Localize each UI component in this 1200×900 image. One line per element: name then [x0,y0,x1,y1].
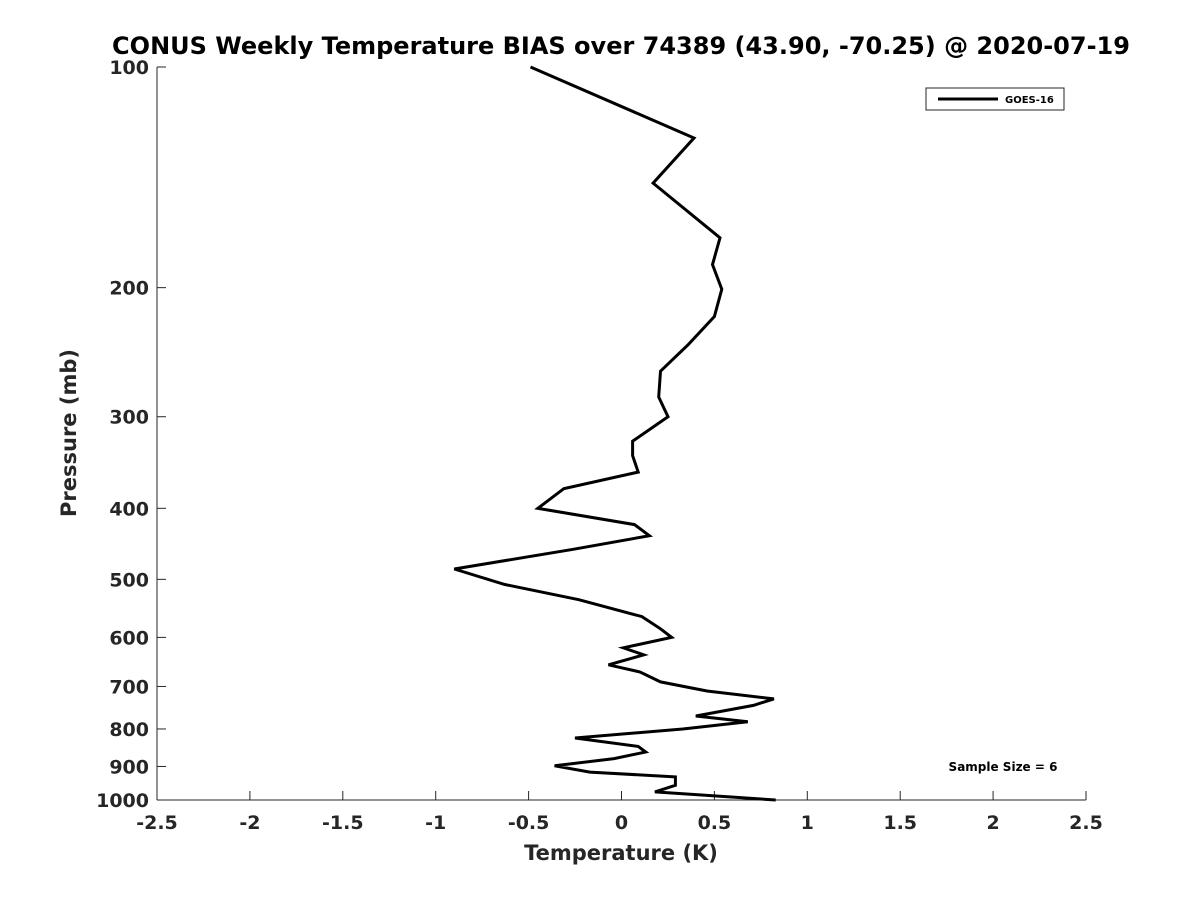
sample-size-annotation: Sample Size = 6 [949,760,1058,774]
x-tick-label: 1 [801,812,814,834]
x-tick-label: -2 [239,812,260,834]
x-axis-label: Temperature (K) [524,841,718,865]
y-tick-label: 600 [109,627,149,649]
x-tick-label: -1.5 [322,812,364,834]
y-axis-label: Pressure (mb) [57,349,81,517]
y-tick-label: 300 [109,407,149,429]
y-axis-ticks: 100 200 300 400 500 600 700 800 900 1000 [96,57,166,812]
legend: GOES-16 [925,87,1065,111]
x-tick-label: 0 [615,812,628,834]
y-tick-label: 800 [109,719,149,741]
y-tick-label: 100 [109,57,149,79]
x-tick-label: -1 [425,812,446,834]
y-tick-label: 700 [109,676,149,698]
x-tick-label: 1.5 [883,812,917,834]
axes-frame [156,67,1086,801]
x-tick-label: 2.5 [1069,812,1103,834]
series-layer [453,65,776,802]
x-tick-label: 0.5 [698,812,732,834]
series-line-goes-16 [453,65,776,802]
y-tick-label: 500 [109,569,149,591]
x-tick-label: 2 [986,812,999,834]
x-axis-ticks: -2.5 -2 -1.5 -1 -0.5 0 0.5 1 1.5 2 2.5 [136,791,1103,834]
chart-title: CONUS Weekly Temperature BIAS over 74389… [112,32,1130,60]
y-tick-label: 400 [109,498,149,520]
y-tick-label: 900 [109,756,149,778]
y-tick-label: 200 [109,278,149,300]
x-tick-label: -2.5 [136,812,178,834]
x-tick-label: -0.5 [508,812,550,834]
legend-label-goes-16: GOES-16 [1005,95,1054,106]
y-tick-label: 1000 [96,790,149,812]
